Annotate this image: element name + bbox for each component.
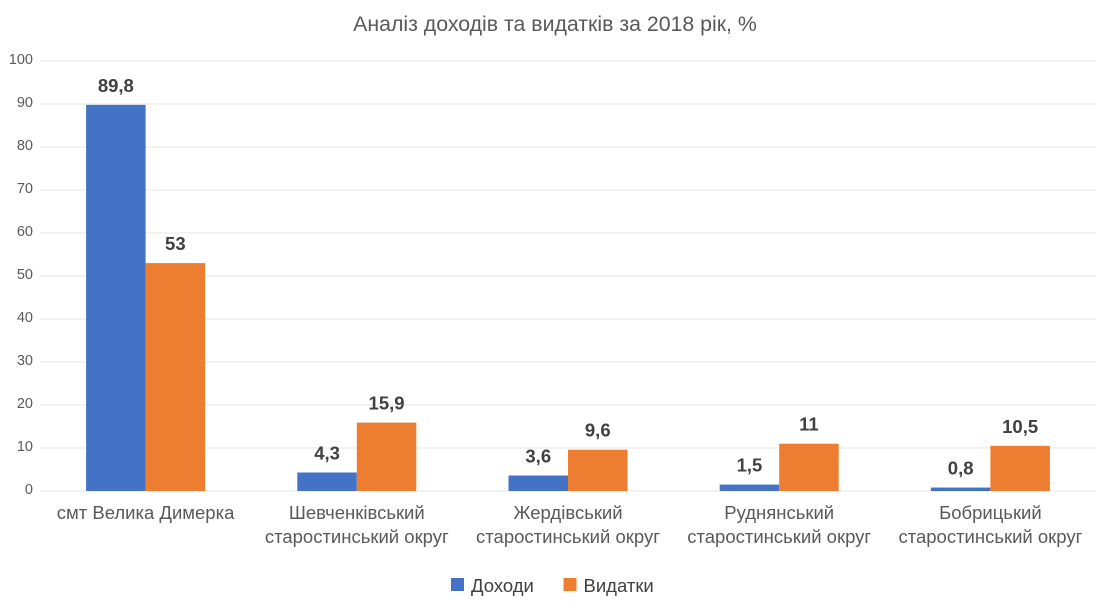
- svg-text:старостинський округ: старостинський округ: [687, 526, 871, 547]
- svg-text:50: 50: [17, 267, 33, 283]
- svg-text:3,6: 3,6: [525, 446, 551, 467]
- svg-text:30: 30: [17, 353, 33, 369]
- svg-text:1,5: 1,5: [737, 455, 763, 476]
- svg-text:0,8: 0,8: [948, 458, 974, 479]
- svg-text:Шевченківський: Шевченківський: [289, 502, 425, 523]
- svg-text:Руднянський: Руднянський: [724, 502, 834, 523]
- svg-text:20: 20: [17, 396, 33, 412]
- svg-text:старостинський округ: старостинський округ: [898, 526, 1082, 547]
- svg-text:60: 60: [17, 224, 33, 240]
- svg-text:Доходи: Доходи: [471, 575, 534, 596]
- svg-text:9,6: 9,6: [585, 420, 611, 441]
- svg-text:4,3: 4,3: [314, 443, 340, 464]
- svg-text:89,8: 89,8: [98, 75, 134, 96]
- svg-text:смт Велика Димерка: смт Велика Димерка: [57, 502, 235, 523]
- svg-text:0: 0: [25, 482, 33, 498]
- svg-text:15,9: 15,9: [369, 393, 405, 414]
- svg-text:11: 11: [799, 414, 819, 435]
- svg-text:Жердівський: Жердівський: [513, 502, 622, 523]
- svg-text:53: 53: [165, 233, 186, 254]
- svg-text:Бобрицький: Бобрицький: [939, 502, 1042, 523]
- svg-text:старостинський округ: старостинський округ: [265, 526, 449, 547]
- svg-text:80: 80: [17, 138, 33, 154]
- svg-text:10,5: 10,5: [1002, 416, 1038, 437]
- svg-text:10: 10: [17, 439, 33, 455]
- svg-text:40: 40: [17, 310, 33, 326]
- svg-text:Видатки: Видатки: [584, 575, 654, 596]
- svg-text:70: 70: [17, 181, 33, 197]
- svg-text:Аналіз доходів та видатків за: Аналіз доходів та видатків за 2018 рік, …: [353, 12, 757, 36]
- svg-text:старостинський округ: старостинський округ: [476, 526, 660, 547]
- svg-text:90: 90: [17, 95, 33, 111]
- svg-text:100: 100: [9, 52, 33, 68]
